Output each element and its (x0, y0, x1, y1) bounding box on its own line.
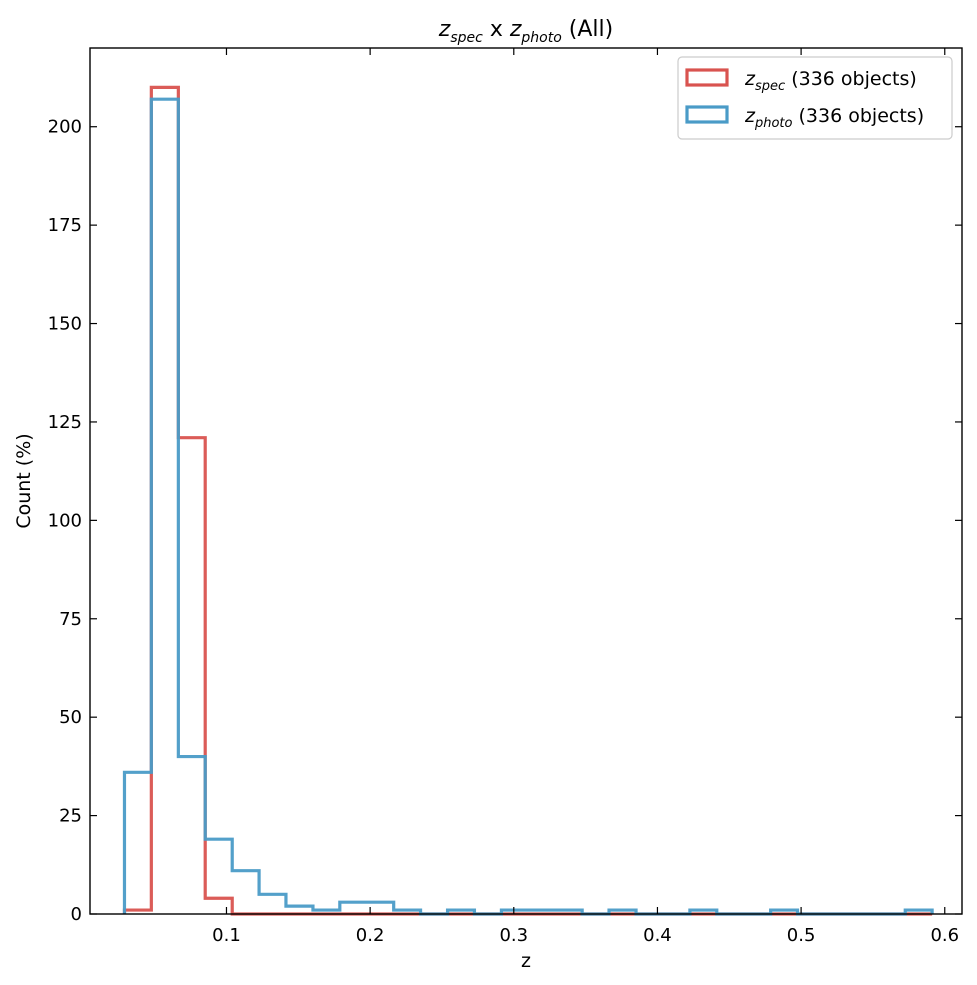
y-tick-label: 50 (59, 707, 82, 728)
legend-label-spec: zspec (336 objects) (744, 68, 917, 94)
y-tick-label: 175 (48, 215, 82, 236)
y-tick-label: 150 (48, 314, 82, 335)
x-axis-label: z (521, 950, 531, 972)
legend-box (677, 56, 953, 140)
legend-swatch-photo (685, 105, 729, 124)
legend: zspec (336 objects) zphoto (336 objects) (677, 56, 953, 140)
y-tick-label: 75 (59, 609, 82, 630)
x-tick-label: 0.2 (356, 925, 385, 946)
axes-frame (89, 47, 963, 915)
legend-swatch-spec (685, 68, 729, 87)
y-tick-label: 25 (59, 806, 82, 827)
y-tick-label: 100 (48, 510, 82, 531)
y-tick-label: 200 (48, 117, 82, 138)
x-tick-label: 0.4 (643, 925, 672, 946)
y-tick-label: 125 (48, 412, 82, 433)
x-tick-label: 0.3 (499, 925, 528, 946)
chart-title: zspec x zphoto (All) (438, 17, 613, 46)
x-tick-label: 0.5 (787, 925, 816, 946)
x-tick-label: 0.1 (212, 925, 241, 946)
x-tick-label: 0.6 (930, 925, 959, 946)
legend-label-photo: zphoto (336 objects) (744, 105, 924, 131)
y-tick-label: 0 (71, 904, 82, 925)
axis-ticks: 0.1 0.2 0.3 0.4 0.5 0.6 0 25 50 75 100 125 150 175 200 (48, 48, 962, 946)
y-axis-label: Count (%) (13, 433, 35, 528)
